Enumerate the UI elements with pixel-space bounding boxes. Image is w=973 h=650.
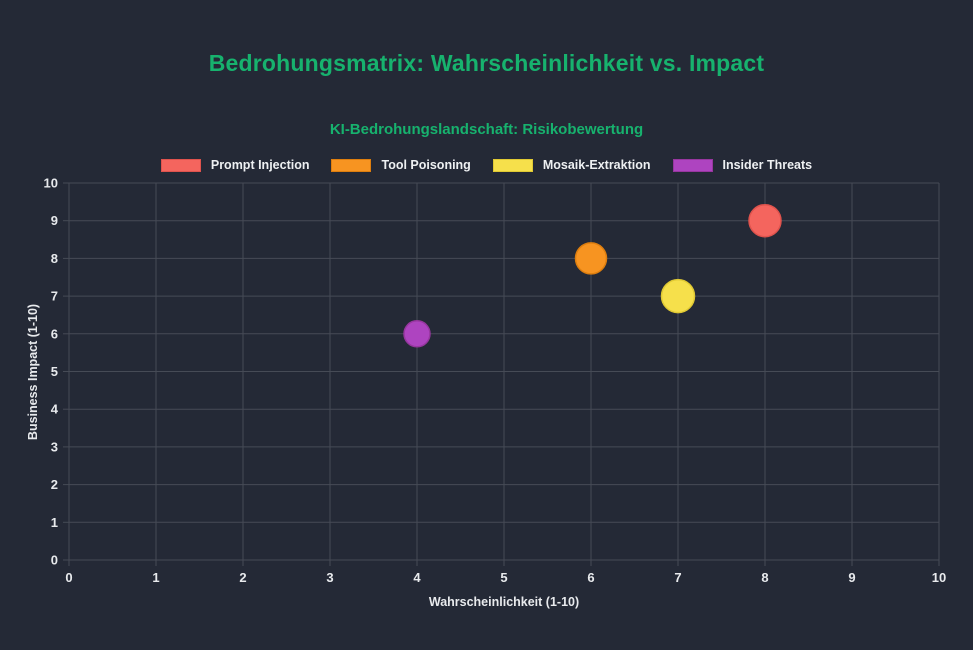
y-tick-label: 0 [51, 553, 58, 568]
legend-label: Tool Poisoning [381, 158, 471, 172]
y-tick-label: 9 [51, 213, 58, 228]
x-tick-label: 1 [152, 570, 159, 585]
chart-title: Bedrohungsmatrix: Wahrscheinlichkeit vs.… [208, 50, 765, 76]
chart-subtitle: KI-Bedrohungslandschaft: Risikobewertung [329, 121, 644, 138]
y-tick-label: 6 [51, 326, 58, 341]
legend-item-insider-threats[interactable]: Insider Threats [672, 158, 813, 172]
data-point-tool-poisoning[interactable] [574, 242, 608, 275]
x-tick-label: 2 [239, 570, 246, 585]
x-tick-label: 8 [761, 570, 768, 585]
chart-legend: Prompt Injection Tool Poisoning Mosaik-Ext… [0, 158, 973, 172]
x-tick-label: 6 [587, 570, 594, 585]
legend-label: Mosaik-Extraktion [542, 158, 651, 172]
data-point-mosaik-extraktion[interactable] [660, 278, 696, 314]
y-tick-label: 8 [51, 251, 58, 266]
y-axis-title: Business Impact (1-10) [26, 303, 40, 441]
legend-swatch-insider-threats [672, 158, 713, 172]
x-tick-label: 9 [848, 570, 855, 585]
y-tick-label: 7 [51, 289, 58, 304]
legend-label: Insider Threats [722, 158, 813, 172]
y-tick-label: 5 [51, 364, 58, 379]
data-point-insider-threats[interactable] [403, 320, 431, 348]
y-tick-label: 2 [51, 477, 58, 492]
y-tick-label: 3 [51, 439, 58, 454]
legend-swatch-mosaik-extraktion [492, 158, 533, 172]
legend-item-prompt-injection[interactable]: Prompt Injection [160, 158, 310, 172]
y-tick-label: 10 [44, 176, 58, 191]
x-tick-label: 10 [932, 570, 946, 585]
legend-item-tool-poisoning[interactable]: Tool Poisoning [331, 158, 471, 172]
legend-label: Prompt Injection [210, 158, 310, 172]
x-tick-label: 0 [65, 570, 72, 585]
data-point-prompt-injection[interactable] [748, 203, 782, 238]
legend-item-mosaik-extraktion[interactable]: Mosaik-Extraktion [492, 158, 651, 172]
x-axis-title: Wahrscheinlichkeit (1-10) [428, 595, 580, 609]
x-tick-label: 7 [674, 570, 681, 585]
y-tick-label: 1 [51, 515, 58, 530]
x-tick-label: 3 [326, 570, 333, 585]
x-tick-label: 5 [500, 570, 507, 585]
x-tick-label: 4 [413, 570, 421, 585]
legend-swatch-prompt-injection [160, 158, 201, 172]
y-tick-label: 4 [51, 402, 59, 417]
legend-swatch-tool-poisoning [331, 158, 372, 172]
